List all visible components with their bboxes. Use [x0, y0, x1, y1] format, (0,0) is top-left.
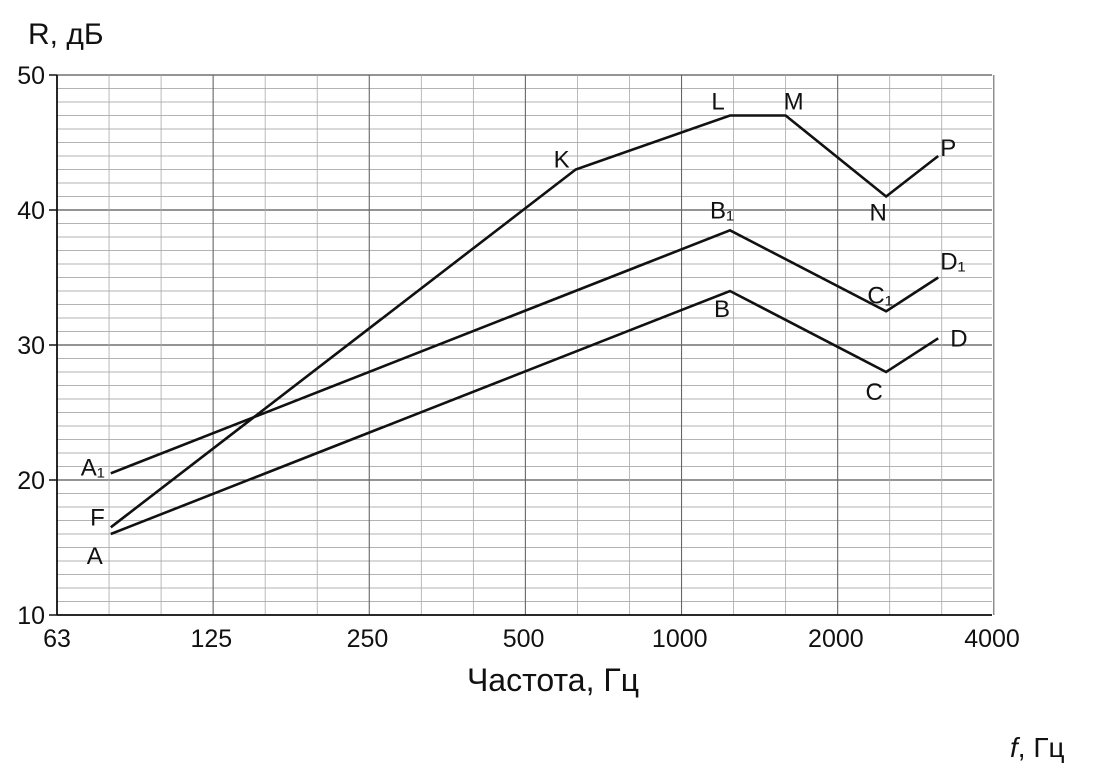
point-label: D₁: [940, 249, 965, 276]
y-tick-label: 30: [17, 332, 45, 360]
x-tick-label: 125: [190, 625, 232, 653]
x-corner-label: f, Гц: [1010, 732, 1065, 764]
series-line-2: [110, 228, 939, 475]
series-lines: [110, 114, 939, 536]
point-label: A: [87, 543, 103, 570]
x-tick-label: 4000: [964, 625, 1020, 653]
x-axis-label: Частота, Гц: [466, 662, 640, 698]
point-label: B₁: [710, 197, 734, 224]
point-label: B: [714, 296, 730, 323]
x-tick-label: 2000: [808, 625, 864, 653]
point-label: P: [940, 135, 956, 162]
x-tick-label: 250: [347, 625, 389, 653]
point-label: L: [711, 89, 724, 116]
point-labels: A B C D A₁ B₁ C₁ D₁ F K L M N P: [81, 89, 968, 571]
y-tick-label: 40: [17, 197, 45, 225]
series-line-1: [110, 289, 939, 536]
grid: [56, 74, 995, 616]
y-tick-label: 10: [17, 602, 45, 630]
series-line-3: [110, 114, 939, 529]
point-label: N: [869, 200, 886, 227]
y-tick-label: 50: [17, 62, 45, 90]
point-label: A₁: [81, 454, 105, 481]
point-label: K: [554, 147, 570, 174]
y-tick-label: 20: [17, 467, 45, 495]
y-axis-label: R, дБ: [28, 18, 104, 51]
point-label: F: [90, 504, 105, 531]
x-corner-symbol: f: [1010, 732, 1018, 763]
point-label: C: [865, 379, 882, 406]
tick-labels: 10 20 30 40 50 63 125 250 500 1000 2000 4000: [17, 62, 1020, 653]
x-tick-label: 1000: [652, 625, 708, 653]
point-label: C₁: [867, 282, 892, 309]
x-tick-label: 63: [43, 625, 71, 653]
x-tick-label: 500: [503, 625, 545, 653]
point-label: M: [784, 89, 804, 116]
x-corner-unit: , Гц: [1017, 732, 1065, 763]
point-label: D: [950, 325, 967, 352]
